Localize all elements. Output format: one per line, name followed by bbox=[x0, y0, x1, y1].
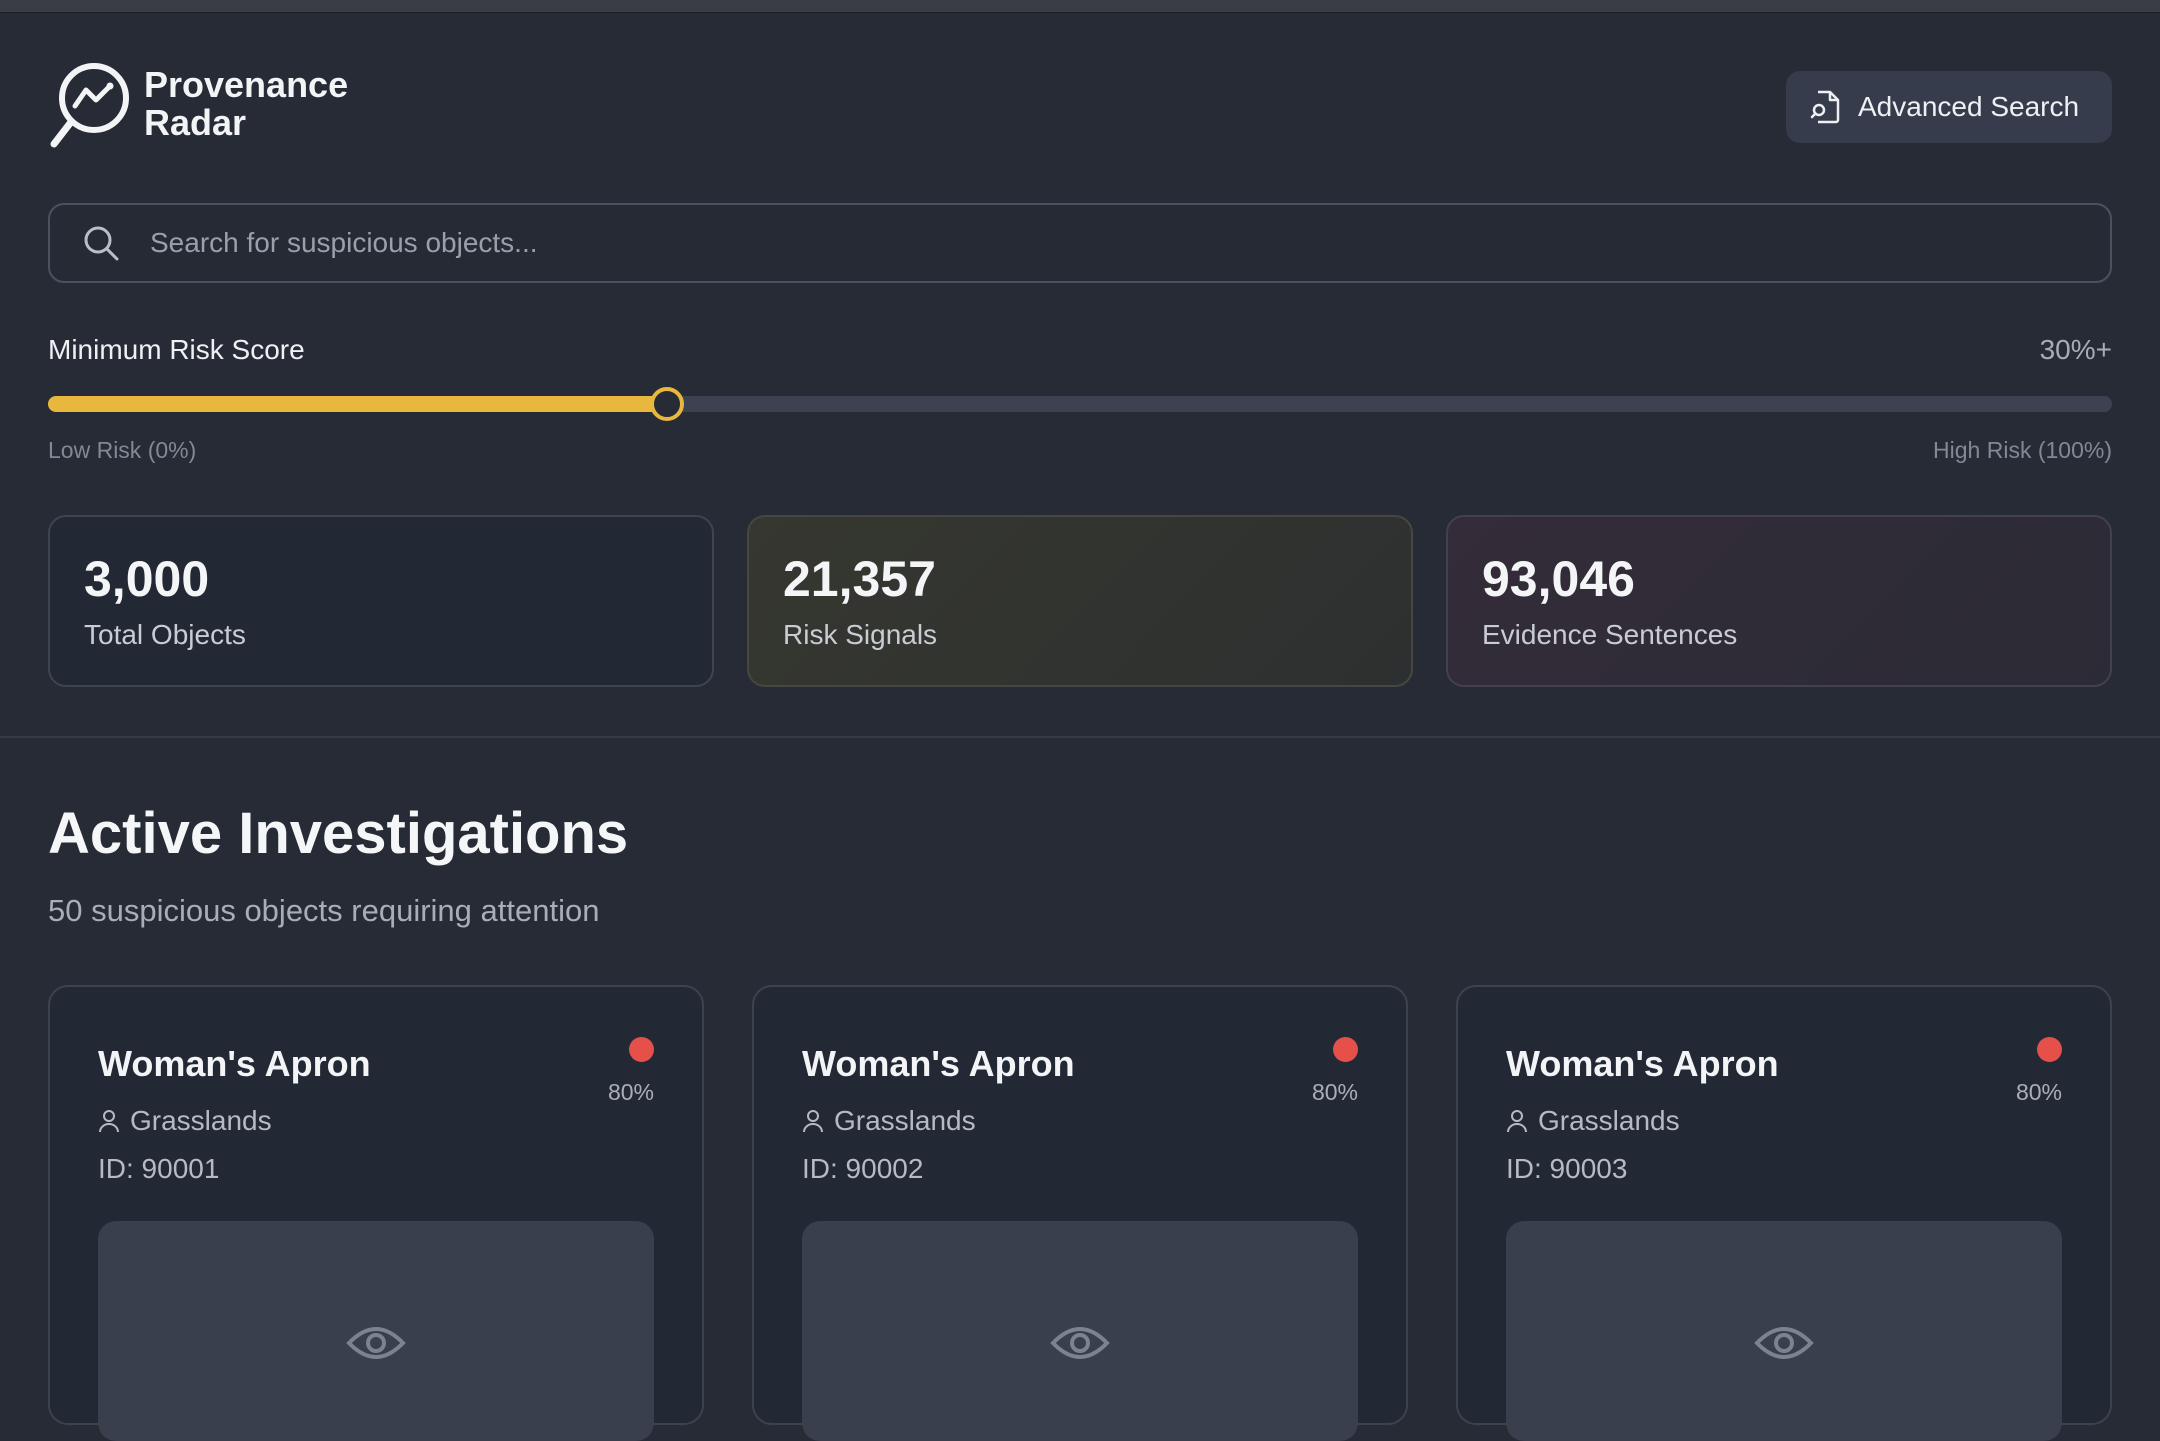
app-title-line2: Radar bbox=[144, 102, 247, 143]
radar-magnifier-icon bbox=[50, 63, 129, 148]
risk-score-slider[interactable] bbox=[48, 387, 2112, 421]
search-bar[interactable] bbox=[48, 203, 2112, 283]
card-image-placeholder[interactable] bbox=[1506, 1221, 2062, 1441]
card-location-text: Grasslands bbox=[130, 1105, 272, 1136]
card-id: ID: 90002 bbox=[802, 1153, 924, 1184]
card-title: Woman's Apron bbox=[98, 1043, 371, 1084]
card-image-placeholder[interactable] bbox=[98, 1221, 654, 1441]
stat-label: Evidence Sentences bbox=[1482, 619, 1738, 650]
window-top-bar bbox=[0, 0, 2160, 13]
risk-status-dot bbox=[629, 1037, 654, 1062]
eye-icon bbox=[346, 1327, 406, 1359]
card-risk-score: 80% bbox=[2015, 1079, 2062, 1105]
search-icon bbox=[84, 226, 119, 261]
risk-score-value: 30%+ bbox=[2039, 334, 2112, 365]
investigation-card[interactable]: Woman's Apron Grasslands ID: 90001 80% bbox=[48, 985, 704, 1441]
low-risk-label: Low Risk (0%) bbox=[48, 437, 197, 463]
slider-fill bbox=[48, 396, 668, 412]
person-icon bbox=[803, 1110, 823, 1133]
stat-label: Risk Signals bbox=[783, 619, 938, 650]
risk-status-dot bbox=[1333, 1037, 1358, 1062]
high-risk-label: High Risk (100%) bbox=[1933, 437, 2112, 463]
document-search-icon bbox=[1810, 90, 1840, 124]
investigation-card[interactable]: Woman's Apron Grasslands ID: 90003 80% bbox=[1456, 985, 2112, 1441]
stat-card-evidence-sentences: 93,046 Evidence Sentences bbox=[1446, 515, 2112, 687]
stat-label: Total Objects bbox=[84, 619, 246, 650]
card-location-text: Grasslands bbox=[834, 1105, 976, 1136]
stat-card-risk-signals: 21,357 Risk Signals bbox=[747, 515, 1413, 687]
advanced-search-button[interactable]: Advanced Search bbox=[1786, 71, 2112, 143]
section-divider bbox=[0, 736, 2160, 738]
risk-score-label: Minimum Risk Score bbox=[48, 334, 305, 365]
person-icon bbox=[99, 1110, 119, 1133]
section-subtitle: 50 suspicious objects requiring attentio… bbox=[48, 893, 600, 928]
card-title: Woman's Apron bbox=[1506, 1043, 1779, 1084]
card-title: Woman's Apron bbox=[802, 1043, 1075, 1084]
stat-value: 93,046 bbox=[1482, 551, 1635, 607]
header: Provenance Radar Advanced Search bbox=[48, 58, 2112, 158]
card-location-text: Grasslands bbox=[1538, 1105, 1680, 1136]
card-risk-score: 80% bbox=[1311, 1079, 1358, 1105]
app-title: Provenance Radar bbox=[144, 66, 348, 142]
card-location: Grasslands bbox=[98, 1105, 272, 1137]
stat-value: 3,000 bbox=[84, 551, 210, 607]
card-id: ID: 90003 bbox=[1506, 1153, 1628, 1184]
card-location: Grasslands bbox=[802, 1105, 976, 1137]
card-location: Grasslands bbox=[1506, 1105, 1680, 1137]
advanced-search-label: Advanced Search bbox=[1858, 91, 2080, 122]
stat-value: 21,357 bbox=[783, 551, 936, 607]
search-input[interactable] bbox=[148, 226, 2110, 260]
app-title-line1: Provenance bbox=[144, 64, 349, 105]
card-risk-score: 80% bbox=[607, 1079, 654, 1105]
eye-icon bbox=[1754, 1327, 1814, 1359]
card-image-placeholder[interactable] bbox=[802, 1221, 1358, 1441]
investigation-card[interactable]: Woman's Apron Grasslands ID: 90002 80% bbox=[752, 985, 1408, 1441]
card-id: ID: 90001 bbox=[98, 1153, 220, 1184]
section-title: Active Investigations bbox=[48, 801, 629, 866]
person-icon bbox=[1507, 1110, 1527, 1133]
risk-status-dot bbox=[2037, 1037, 2062, 1062]
app-logo[interactable]: Provenance Radar bbox=[48, 58, 348, 150]
slider-thumb[interactable] bbox=[650, 387, 685, 421]
stats-row: 3,000 Total Objects 21,357 Risk Signals … bbox=[48, 515, 2112, 687]
stat-card-total-objects: 3,000 Total Objects bbox=[48, 515, 714, 687]
eye-icon bbox=[1050, 1327, 1110, 1359]
